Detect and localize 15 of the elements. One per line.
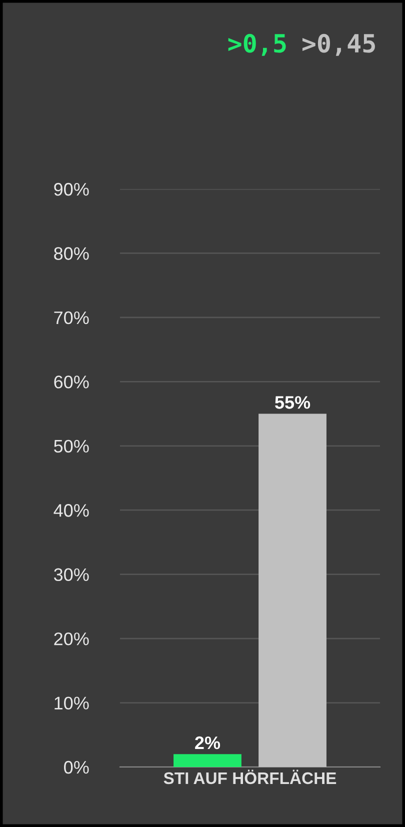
y-tick-label: 60% [54, 376, 89, 388]
text: >0,5 [228, 34, 286, 56]
y-tick-label: 20% [54, 632, 89, 646]
y-tick-label: 0% [64, 760, 89, 774]
y-tick-label: 10% [54, 696, 89, 710]
x-tick-label: STI AUF HÖRFLÄCHE [164, 770, 336, 784]
text: >0,45 [302, 34, 375, 56]
y-tick-label: 30% [54, 568, 89, 582]
y-tick-label: 80% [54, 247, 89, 260]
y-tick-label: 40% [54, 504, 89, 517]
y-tick-label: 70% [54, 311, 89, 324]
y-tick-label: 90% [54, 182, 89, 196]
text: 55% [275, 396, 310, 409]
y-tick-label: 50% [54, 440, 89, 453]
text: 2% [195, 736, 220, 750]
